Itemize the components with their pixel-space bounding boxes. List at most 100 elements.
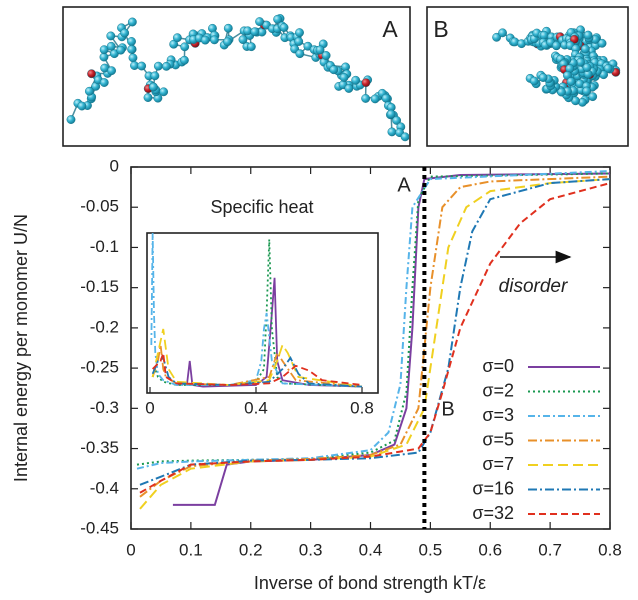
series-line (136, 170, 610, 470)
x-tick-label: 0 (145, 398, 154, 417)
x-tick-label: 0.3 (299, 540, 323, 559)
bead (180, 42, 190, 52)
bead (150, 71, 160, 81)
annotation: disorder (499, 276, 568, 297)
bead (106, 41, 116, 51)
bead (387, 127, 397, 137)
bead (386, 109, 396, 119)
bead (361, 94, 371, 103)
bead (569, 34, 579, 44)
bead (128, 53, 138, 63)
plot-frame (130, 166, 611, 530)
bead (576, 57, 585, 67)
legend-label: σ=32 (472, 503, 514, 523)
bead (172, 33, 182, 43)
x-tick-label: 0.1 (179, 540, 203, 559)
panel-frame (62, 6, 411, 147)
bead (200, 35, 210, 45)
x-tick-label: 0.4 (244, 398, 268, 417)
bead (120, 28, 130, 38)
bead (498, 28, 507, 38)
inset-frame (146, 232, 379, 394)
series-line (151, 344, 363, 388)
y-tick-label: -0.1 (90, 237, 119, 256)
bead (321, 51, 331, 60)
bead (529, 76, 539, 86)
bead (294, 37, 304, 46)
bead (149, 82, 158, 92)
panel-label: B (433, 16, 448, 42)
bead (583, 30, 593, 40)
y-tick-label: -0.05 (80, 197, 119, 216)
series-line (139, 175, 610, 498)
x-tick-label: 0.4 (359, 540, 383, 559)
bead (210, 35, 219, 45)
bead (161, 61, 171, 71)
bead (295, 49, 305, 59)
bead (137, 61, 147, 71)
y-tick-label: -0.3 (90, 398, 119, 417)
y-tick-label: -0.45 (80, 518, 119, 537)
bead (566, 77, 576, 87)
panel-label: A (382, 16, 398, 42)
y-tick-label: -0.35 (80, 438, 119, 457)
bead (127, 37, 136, 46)
polymer-b (492, 25, 621, 107)
bead (116, 45, 126, 55)
bead (582, 86, 592, 96)
series-line (136, 172, 610, 466)
y-axis-label: Internal energy per monomer U/N (11, 214, 31, 482)
series-line (151, 328, 363, 388)
y-tick-label: -0.25 (80, 358, 119, 377)
bead (250, 27, 260, 37)
bead (223, 37, 232, 47)
bead (315, 45, 325, 55)
x-tick-label: 0.2 (239, 540, 263, 559)
bead (159, 87, 169, 97)
bead (238, 35, 248, 44)
bead (392, 116, 402, 125)
bead (255, 17, 264, 27)
series-line (150, 233, 363, 388)
bead (85, 86, 94, 96)
x-tick-label: 0.6 (478, 540, 502, 559)
bead (127, 17, 137, 27)
bead (127, 45, 137, 54)
bead (557, 87, 566, 97)
bead (381, 93, 391, 103)
legend-label: σ=0 (482, 356, 514, 376)
series-line (139, 178, 610, 510)
bead (107, 66, 116, 76)
x-tick-label: 0 (126, 540, 135, 559)
bead (180, 55, 189, 65)
bead (597, 38, 607, 48)
bead (87, 69, 96, 79)
series-line (139, 182, 610, 494)
bead (279, 23, 289, 32)
x-tick-label: 0.5 (419, 540, 443, 559)
bead (370, 94, 380, 104)
inset-title: Specific heat (210, 197, 313, 217)
bead (99, 45, 109, 55)
bead (538, 73, 548, 82)
legend-label: σ=16 (472, 478, 514, 498)
legend-label: σ=7 (482, 454, 514, 474)
bead (492, 32, 502, 42)
bead (339, 73, 349, 82)
series-group (136, 170, 610, 510)
series-line (151, 239, 363, 388)
x-tick-label: 0.8 (350, 398, 374, 417)
legend-label: σ=3 (482, 405, 514, 425)
y-tick-label: 0 (110, 156, 119, 175)
x-tick-label: 0.7 (538, 540, 562, 559)
bead (580, 44, 590, 54)
panel-frame (426, 6, 629, 147)
bead (351, 75, 361, 85)
bead (273, 14, 283, 24)
bead (246, 42, 256, 52)
bead (99, 52, 109, 62)
bead (223, 23, 233, 33)
polymer-a (66, 14, 409, 142)
bead (106, 31, 116, 41)
